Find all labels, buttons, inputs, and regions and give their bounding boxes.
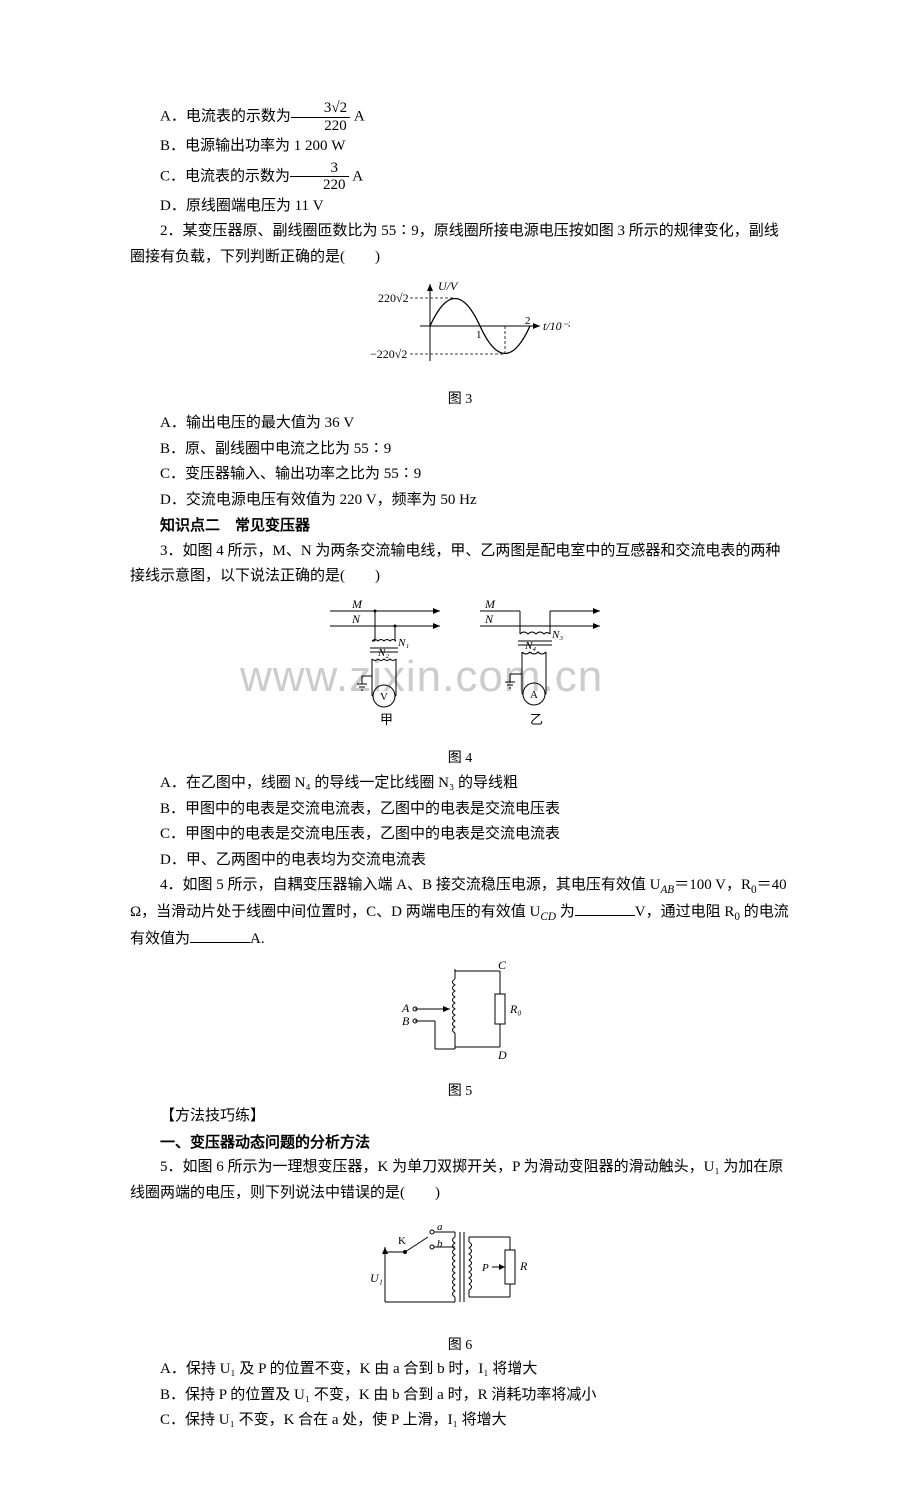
fig3-xtick2: 2: [525, 315, 531, 327]
fig4-svg: M N N₁ N₂ V 甲: [300, 596, 620, 736]
svg-text:M: M: [351, 597, 363, 611]
fig6-caption: 图 6: [130, 1334, 790, 1358]
q5-opt-B: B．保持 P 的位置及 U₁ 不变，K 由 b 合到 a 时，R 消耗功率将减小: [130, 1383, 790, 1409]
svg-text:K: K: [398, 1235, 406, 1247]
q2-opt-B: B．原、副线圈中电流之比为 55∶9: [130, 437, 790, 463]
method-sub: 一、变压器动态问题的分析方法: [130, 1130, 790, 1156]
svg-text:A: A: [401, 1001, 410, 1015]
svg-text:N₂: N₂: [377, 647, 389, 659]
svg-text:U₁: U₁: [370, 1271, 383, 1285]
q4-stem: 4．如图 5 所示，自耦变压器输入端 A、B 接交流稳压电源，其电压有效值 UA…: [130, 873, 790, 953]
q1-opt-D: D．原线圈端电压为 11 V: [130, 194, 790, 220]
q1-opt-A: A．电流表的示数为3√2220 A: [130, 100, 790, 134]
q2-opt-C: C．变压器输入、输出功率之比为 55∶9: [130, 462, 790, 488]
svg-text:甲: 甲: [380, 712, 393, 727]
q3-opt-A: A．在乙图中，线圈 N₄ 的导线一定比线圈 N₃ 的导线粗: [130, 771, 790, 797]
q3-opt-D: D．甲、乙两图中的电表均为交流电流表: [130, 848, 790, 874]
fig5-svg: A B C D R₀: [380, 959, 540, 1069]
q5-stem: 5．如图 6 所示为一理想变压器，K 为单刀双掷开关，P 为滑动变阻器的滑动触头…: [130, 1155, 790, 1206]
q1-opt-B: B．电源输出功率为 1 200 W: [130, 134, 790, 160]
q3-opt-B: B．甲图中的电表是交流电流表，乙图中的电表是交流电压表: [130, 797, 790, 823]
q3-opt-C: C．甲图中的电表是交流电压表，乙图中的电表是交流电流表: [130, 822, 790, 848]
svg-text:C: C: [498, 959, 507, 972]
svg-text:N₁: N₁: [397, 637, 409, 649]
svg-text:R: R: [519, 1259, 528, 1273]
fig3-ytick-bot: −220√2: [370, 347, 407, 361]
svg-text:D: D: [497, 1048, 507, 1062]
fig3-xlabel: t/10⁻²s: [543, 319, 570, 333]
kp2-heading: 知识点二 常见变压器: [130, 513, 790, 539]
fig6-wrap: U₁ K a b P R: [130, 1212, 790, 1332]
fig4-caption: 图 4: [130, 747, 790, 771]
q4-blank2: [190, 927, 250, 943]
svg-text:N: N: [351, 612, 361, 626]
fig6-svg: U₁ K a b P R: [360, 1212, 560, 1322]
q2-opt-D: D．交流电源电压有效值为 220 V，频率为 50 Hz: [130, 488, 790, 514]
svg-text:N: N: [484, 612, 494, 626]
q4-blank1: [575, 900, 635, 916]
q2-stem: 2．某变压器原、副线圈匝数比为 55∶9，原线圈所接电源电压按如图 3 所示的规…: [130, 219, 790, 270]
svg-text:B: B: [402, 1014, 410, 1028]
fig3-wrap: U/V t/10⁻²s 220√2 −220√2 1 2: [130, 276, 790, 386]
fig3-svg: U/V t/10⁻²s 220√2 −220√2 1 2: [350, 276, 570, 376]
svg-text:R₀: R₀: [509, 1002, 522, 1016]
svg-text:a: a: [437, 1221, 443, 1233]
svg-text:P: P: [481, 1262, 489, 1274]
q2-opt-A: A．输出电压的最大值为 36 V: [130, 411, 790, 437]
fig5-caption: 图 5: [130, 1080, 790, 1104]
svg-text:乙: 乙: [530, 712, 543, 727]
svg-text:N₄: N₄: [524, 640, 536, 652]
q3-stem: 3．如图 4 所示，M、N 为两条交流输电线，甲、乙两图是配电室中的互感器和交流…: [130, 539, 790, 590]
svg-text:b: b: [437, 1238, 443, 1250]
svg-text:N₃: N₃: [551, 629, 563, 641]
fig4-wrap: M N N₁ N₂ V 甲: [130, 596, 790, 746]
method-header: 【方法技巧练】: [130, 1104, 790, 1130]
q1-opt-C: C．电流表的示数为3220 A: [130, 160, 790, 194]
svg-text:A: A: [530, 689, 538, 701]
q5-opt-A: A．保持 U₁ 及 P 的位置不变，K 由 a 合到 b 时，I₁ 将增大: [130, 1357, 790, 1383]
svg-text:M: M: [484, 597, 496, 611]
svg-text:V: V: [380, 691, 388, 703]
fig5-wrap: A B C D R₀: [130, 959, 790, 1079]
fig3-ytick-top: 220√2: [378, 291, 409, 305]
fig3-caption: 图 3: [130, 388, 790, 412]
q5-opt-C: C．保持 U₁ 不变，K 合在 a 处，使 P 上滑，I₁ 将增大: [130, 1408, 790, 1434]
fig3-ylabel: U/V: [438, 279, 459, 293]
fig3-xtick1: 1: [476, 329, 482, 341]
